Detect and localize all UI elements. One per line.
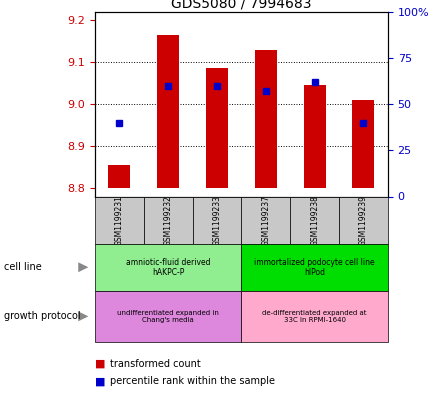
Bar — [95, 196, 143, 244]
Polygon shape — [78, 262, 88, 272]
Bar — [241, 244, 387, 291]
Bar — [338, 196, 387, 244]
Text: amniotic-fluid derived
hAKPC-P: amniotic-fluid derived hAKPC-P — [126, 257, 210, 277]
Text: GSM1199238: GSM1199238 — [310, 195, 318, 246]
Text: GSM1199231: GSM1199231 — [114, 195, 123, 246]
Text: GSM1199239: GSM1199239 — [358, 195, 367, 246]
Bar — [95, 244, 241, 291]
Bar — [241, 291, 387, 342]
Text: GSM1199237: GSM1199237 — [261, 195, 270, 246]
Text: immortalized podocyte cell line
hIPod: immortalized podocyte cell line hIPod — [254, 257, 374, 277]
Title: GDS5080 / 7994683: GDS5080 / 7994683 — [171, 0, 311, 11]
Bar — [289, 196, 338, 244]
Bar — [206, 68, 227, 188]
Text: ■: ■ — [95, 358, 105, 369]
Bar — [157, 35, 179, 188]
Text: percentile rank within the sample: percentile rank within the sample — [110, 376, 274, 386]
Bar — [352, 100, 374, 188]
Text: undifferentiated expanded in
Chang's media: undifferentiated expanded in Chang's med… — [117, 310, 218, 323]
Text: GSM1199233: GSM1199233 — [212, 195, 221, 246]
Text: growth protocol: growth protocol — [4, 311, 81, 321]
Text: cell line: cell line — [4, 262, 42, 272]
Bar — [108, 165, 130, 188]
Bar — [241, 196, 289, 244]
Bar — [95, 291, 241, 342]
Text: transformed count: transformed count — [110, 358, 200, 369]
Bar — [303, 85, 325, 188]
Bar — [254, 50, 276, 188]
Text: ■: ■ — [95, 376, 105, 386]
Bar — [192, 196, 241, 244]
Text: de-differentiated expanded at
33C in RPMI-1640: de-differentiated expanded at 33C in RPM… — [262, 310, 366, 323]
Text: GSM1199232: GSM1199232 — [163, 195, 172, 246]
Bar — [143, 196, 192, 244]
Polygon shape — [78, 311, 88, 321]
